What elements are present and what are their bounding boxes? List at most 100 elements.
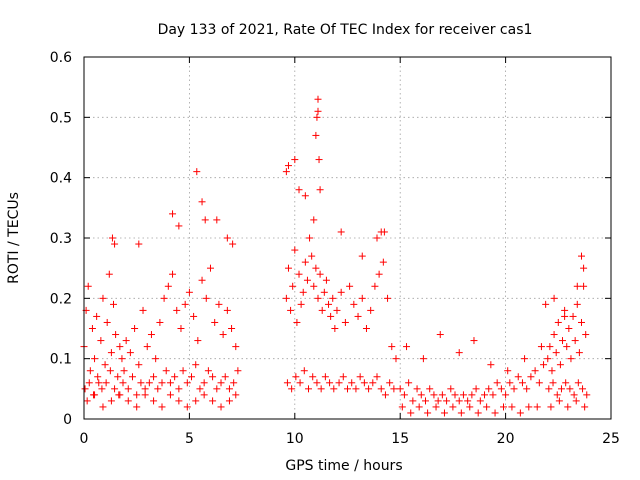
- data-point: [143, 343, 151, 351]
- data-point: [152, 355, 160, 363]
- data-point: [362, 325, 370, 332]
- data-point: [352, 385, 360, 393]
- data-point: [554, 318, 562, 326]
- data-point: [514, 373, 522, 381]
- data-point: [202, 294, 210, 302]
- data-point: [369, 379, 377, 387]
- data-point: [120, 367, 128, 375]
- data-point: [181, 300, 189, 308]
- data-point: [213, 385, 221, 393]
- data-point: [547, 403, 555, 411]
- data-point: [175, 397, 183, 405]
- data-point: [107, 349, 115, 357]
- data-point: [523, 385, 531, 393]
- plot-frame: [83, 56, 612, 420]
- data-point: [373, 234, 381, 242]
- data-point: [344, 385, 351, 393]
- data-point: [86, 367, 94, 375]
- data-point: [322, 276, 330, 284]
- data-point: [451, 391, 459, 399]
- x-tick-label: 0: [80, 431, 89, 447]
- data-point: [308, 252, 316, 260]
- x-tick-label: 20: [497, 431, 515, 447]
- data-point: [472, 385, 480, 393]
- data-point: [190, 312, 198, 320]
- data-point: [476, 397, 484, 405]
- data-point: [215, 300, 223, 308]
- data-point: [185, 288, 193, 296]
- data-point: [407, 409, 415, 417]
- data-point: [508, 403, 516, 411]
- data-point: [131, 325, 139, 332]
- data-point: [413, 385, 421, 393]
- data-point: [106, 367, 114, 375]
- data-point: [424, 409, 432, 417]
- data-point: [470, 337, 478, 345]
- data-point: [107, 397, 115, 405]
- data-point: [128, 373, 136, 381]
- data-point: [443, 397, 451, 405]
- y-tick-label: 0.6: [50, 50, 72, 66]
- data-point: [101, 361, 109, 369]
- data-point: [464, 397, 472, 405]
- data-point: [358, 294, 366, 302]
- data-point: [296, 379, 304, 387]
- data-point: [360, 379, 368, 387]
- data-point: [537, 343, 545, 351]
- data-point: [421, 397, 429, 405]
- data-point: [310, 216, 318, 224]
- data-point: [468, 391, 476, 399]
- data-point: [297, 300, 305, 308]
- data-point: [315, 156, 323, 164]
- data-point: [177, 325, 185, 332]
- data-point: [229, 240, 237, 248]
- data-point: [531, 367, 539, 375]
- data-point: [111, 240, 119, 248]
- data-point: [396, 385, 404, 393]
- data-point: [455, 349, 463, 357]
- y-tick-label: 0.3: [50, 231, 72, 247]
- data-point: [481, 391, 489, 399]
- data-point: [320, 288, 328, 296]
- data-point: [459, 391, 467, 399]
- data-point: [183, 403, 191, 411]
- data-point: [333, 306, 341, 314]
- data-point: [337, 288, 345, 296]
- x-tick-label: 25: [602, 431, 620, 447]
- data-point: [139, 306, 147, 314]
- data-point: [506, 379, 514, 387]
- data-point: [305, 385, 313, 393]
- data-point: [455, 397, 463, 405]
- data-point: [102, 379, 110, 387]
- data-point: [158, 403, 166, 411]
- data-point: [487, 361, 495, 369]
- data-point: [306, 234, 314, 242]
- data-point: [105, 270, 113, 278]
- data-point: [398, 403, 406, 411]
- data-point: [579, 385, 587, 393]
- data-point: [573, 300, 581, 308]
- data-point: [85, 379, 93, 387]
- data-point: [545, 385, 553, 393]
- data-point: [284, 162, 292, 170]
- data-point: [493, 379, 501, 387]
- data-point: [339, 373, 347, 381]
- data-point: [335, 379, 343, 387]
- data-point: [327, 312, 335, 320]
- data-point: [116, 343, 124, 351]
- data-point: [154, 385, 162, 393]
- data-point: [175, 385, 183, 393]
- data-point: [571, 337, 579, 345]
- data-point: [119, 379, 127, 387]
- data-point: [544, 355, 552, 363]
- data-point: [301, 258, 309, 266]
- data-point: [282, 168, 290, 176]
- data-point: [110, 300, 118, 308]
- data-point: [232, 391, 240, 399]
- data-point: [436, 331, 444, 339]
- data-point: [580, 282, 588, 290]
- data-point: [577, 318, 585, 326]
- data-point: [565, 325, 573, 332]
- data-point: [419, 355, 427, 363]
- data-point: [574, 379, 582, 387]
